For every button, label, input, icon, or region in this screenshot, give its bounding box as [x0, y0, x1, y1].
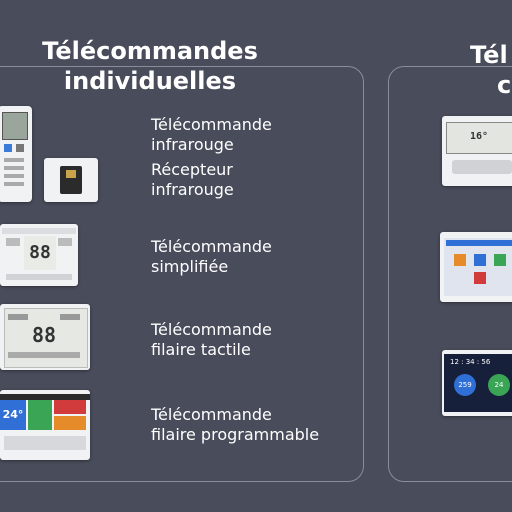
left-panel-frame [0, 66, 364, 482]
tactile-display: 88 [31, 323, 57, 347]
tactile-remote-image: 88 [0, 304, 90, 370]
programmable-remote-image: 24° [0, 390, 90, 460]
tactile-remote-label-line1: Télécommande [151, 320, 272, 339]
infrared-receiver-label-line1: Récepteur [151, 160, 233, 179]
right-panel-title-line2: c [497, 71, 512, 99]
simplified-remote-label-line2: simplifiée [151, 257, 229, 276]
right-panel-frame [388, 66, 512, 482]
infrared-receiver-image [44, 158, 98, 202]
infrared-remote-label-line2: infrarouge [151, 135, 234, 154]
central-remote-3-image: 12 : 34 : 56 259 24 [442, 350, 512, 416]
programmable-remote-label-line1: Télécommande [151, 405, 272, 424]
programmable-remote-label-line2: filaire programmable [151, 425, 320, 444]
tactile-remote-label-line2: filaire tactile [151, 340, 251, 359]
central-remote-2-image [440, 232, 512, 302]
central3-time: 12 : 34 : 56 [450, 358, 491, 366]
central1-temp: 16° [470, 131, 489, 142]
simplified-remote-image: 88 [0, 224, 78, 286]
central3-value1: 259 [454, 374, 476, 396]
simplified-remote-label-line1: Télécommande [151, 237, 272, 256]
infrared-remote-image [0, 106, 32, 202]
right-panel-title-line1: Tél [470, 41, 508, 69]
programmable-temp: 24° [0, 400, 26, 430]
simplified-display: 88 [24, 236, 56, 270]
left-panel-title-line1: Télécommandes [42, 37, 258, 65]
infrared-remote-label-line1: Télécommande [151, 115, 272, 134]
infrared-receiver-label-line2: infrarouge [151, 180, 234, 199]
central-remote-1-image: 16° [442, 116, 512, 186]
left-panel-title-line2: individuelles [63, 67, 237, 95]
central3-value2: 24 [488, 374, 510, 396]
